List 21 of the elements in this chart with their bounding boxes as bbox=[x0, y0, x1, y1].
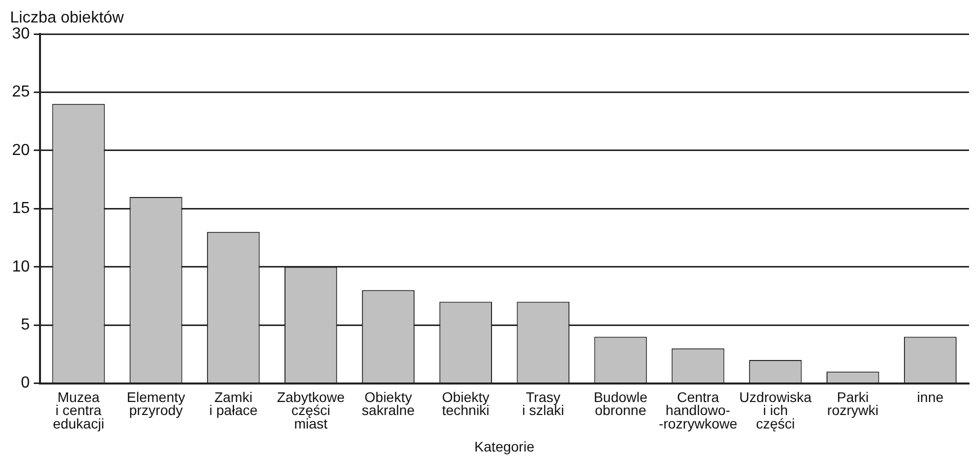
x-tick-label: Centra handlowo- -rozrywkowe bbox=[658, 388, 738, 432]
x-tick-label: inne bbox=[917, 388, 944, 405]
x-tick-label: Trasy i szlaki bbox=[522, 388, 564, 418]
y-tick-label: 25 bbox=[12, 84, 30, 101]
x-tick-label: Obiekty techniki bbox=[442, 388, 490, 418]
x-axis-title: Kategorie bbox=[474, 438, 535, 454]
y-tick-label: 20 bbox=[12, 142, 30, 159]
x-tick-label: Uzdrowiska i ich części bbox=[739, 388, 812, 432]
y-tick-label: 30 bbox=[12, 25, 30, 42]
x-tick-label: Muzea i centra edukacji bbox=[52, 388, 104, 432]
y-tick-label: 0 bbox=[20, 374, 30, 392]
x-tick-label: Zabytkowe części miast bbox=[276, 388, 345, 432]
y-axis-title: Liczba obiektów bbox=[10, 9, 124, 26]
y-tick-label: 10 bbox=[12, 258, 30, 276]
y-tick-label: 15 bbox=[12, 200, 30, 218]
y-tick-label: 5 bbox=[20, 316, 30, 334]
x-tick-label: Elementy przyrody bbox=[126, 388, 186, 418]
x-tick-label: Budowle obronne bbox=[594, 388, 648, 418]
x-tick-label: Zamki i pałace bbox=[209, 388, 258, 418]
x-tick-label: Parki rozrywki bbox=[827, 388, 879, 418]
x-tick-label: Obiekty sakralne bbox=[362, 388, 415, 418]
